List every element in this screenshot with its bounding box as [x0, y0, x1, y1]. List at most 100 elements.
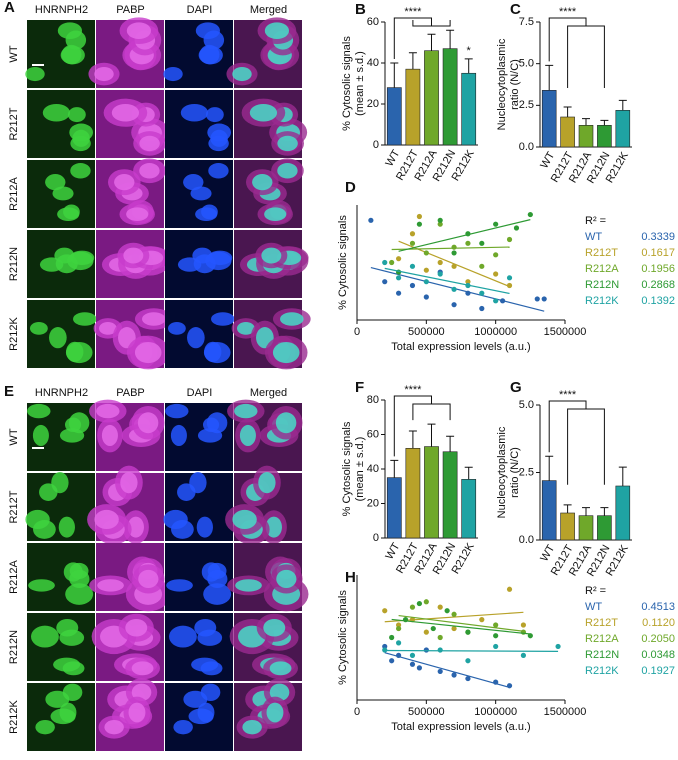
- row-label: R212N: [8, 630, 20, 664]
- x-tick-label: 1000000: [474, 326, 517, 338]
- cell-nucleus: [196, 516, 213, 538]
- cell-nucleus: [70, 135, 91, 152]
- data-point: [423, 279, 429, 285]
- bar: [442, 451, 458, 539]
- data-point: [506, 275, 513, 281]
- data-point: [479, 263, 485, 269]
- error-bar: [390, 459, 399, 478]
- legend-label: R212A: [585, 263, 619, 275]
- legend-label: R212T: [585, 247, 618, 259]
- cell-nucleus: [167, 321, 186, 335]
- legend-label: R212K: [585, 295, 619, 307]
- significance-bracket: [393, 395, 451, 457]
- cell-nucleus: [114, 174, 135, 191]
- cell-nucleus: [120, 472, 138, 494]
- data-point: [423, 599, 429, 605]
- data-point: [416, 213, 422, 220]
- y-axis-label: (mean ± s.d.): [354, 51, 366, 116]
- y-axis-label: ratio (N/C): [509, 447, 521, 498]
- cell-nucleus: [126, 207, 149, 222]
- y-axis-label: % Cytosolic signals: [341, 421, 353, 516]
- error-bar: [427, 33, 436, 51]
- data-point: [479, 305, 485, 312]
- row-label: WT: [8, 45, 20, 62]
- error-bar: [390, 62, 399, 88]
- y-tick-label: 60: [367, 428, 379, 440]
- data-point: [451, 286, 457, 292]
- legend-label: R212A: [585, 633, 619, 645]
- cell-nucleus: [31, 625, 59, 648]
- data-point: [409, 652, 416, 658]
- bar: [424, 446, 439, 539]
- cell-nucleus: [131, 683, 152, 702]
- cell-nucleus: [139, 135, 160, 152]
- cell-nucleus: [134, 341, 162, 364]
- bar: [405, 447, 421, 539]
- y-tick-label: 2.5: [519, 99, 534, 111]
- significance-bracket: [548, 17, 605, 88]
- legend-label: R212K: [585, 665, 619, 677]
- data-point: [493, 252, 499, 258]
- error-bar: [464, 466, 473, 480]
- significance-label: *: [467, 45, 472, 57]
- data-point: [409, 604, 416, 610]
- data-point: [389, 658, 395, 664]
- legend-r2: 0.4513: [641, 601, 675, 613]
- legend-label: WT: [585, 231, 602, 243]
- data-point: [465, 675, 471, 682]
- error-bar: [600, 119, 609, 126]
- cell-nucleus: [180, 103, 209, 122]
- error-bar: [545, 64, 554, 91]
- cell-nucleus: [264, 22, 290, 40]
- data-point: [493, 271, 499, 277]
- data-point: [389, 259, 395, 266]
- significance-label: ****: [404, 384, 422, 396]
- legend-r2: 0.1956: [641, 263, 675, 275]
- column-header: PABP: [116, 387, 145, 399]
- cell-nucleus: [51, 472, 69, 494]
- data-point: [541, 296, 547, 302]
- trend-line: [398, 614, 524, 632]
- cell-nucleus: [25, 66, 45, 82]
- bar: [386, 477, 402, 539]
- error-bar: [618, 99, 627, 111]
- bar: [578, 125, 594, 148]
- cell-nucleus: [126, 22, 152, 40]
- legend-r2: 0.0348: [641, 649, 675, 661]
- row-label: R212K: [8, 317, 20, 351]
- cell-nucleus: [163, 509, 188, 530]
- column-header: DAPI: [187, 387, 213, 399]
- data-point: [423, 629, 429, 635]
- bar: [461, 479, 477, 539]
- cell-nucleus: [235, 579, 262, 592]
- data-point: [430, 625, 436, 632]
- cell-nucleus: [183, 174, 204, 191]
- data-point: [416, 665, 422, 671]
- cell-nucleus: [207, 250, 233, 266]
- cell-nucleus: [123, 247, 144, 264]
- cell-nucleus: [200, 683, 221, 702]
- y-axis-label: % Cytosolic signals: [337, 590, 349, 685]
- data-point: [423, 250, 429, 256]
- cell-nucleus: [249, 103, 278, 122]
- bar: [424, 50, 439, 146]
- data-point: [451, 244, 457, 250]
- panel-label: G: [510, 379, 522, 396]
- cell-nucleus: [189, 472, 207, 494]
- data-point: [493, 622, 499, 628]
- panel-label: B: [355, 1, 366, 18]
- data-point: [479, 290, 485, 296]
- legend-r2: 0.2050: [641, 633, 675, 645]
- row-label: WT: [8, 428, 20, 445]
- x-axis-label: Total expression levels (a.u.): [391, 721, 530, 733]
- y-axis-label: (mean ± s.d.): [354, 437, 366, 502]
- cell-nucleus: [29, 321, 48, 335]
- legend-r2: 0.1927: [641, 665, 675, 677]
- cell-nucleus: [131, 661, 154, 676]
- cell-nucleus: [94, 66, 114, 82]
- panel-label: D: [345, 179, 356, 196]
- cell-nucleus: [277, 135, 298, 152]
- data-point: [416, 600, 422, 607]
- data-point: [423, 267, 429, 273]
- cell-nucleus: [111, 103, 140, 122]
